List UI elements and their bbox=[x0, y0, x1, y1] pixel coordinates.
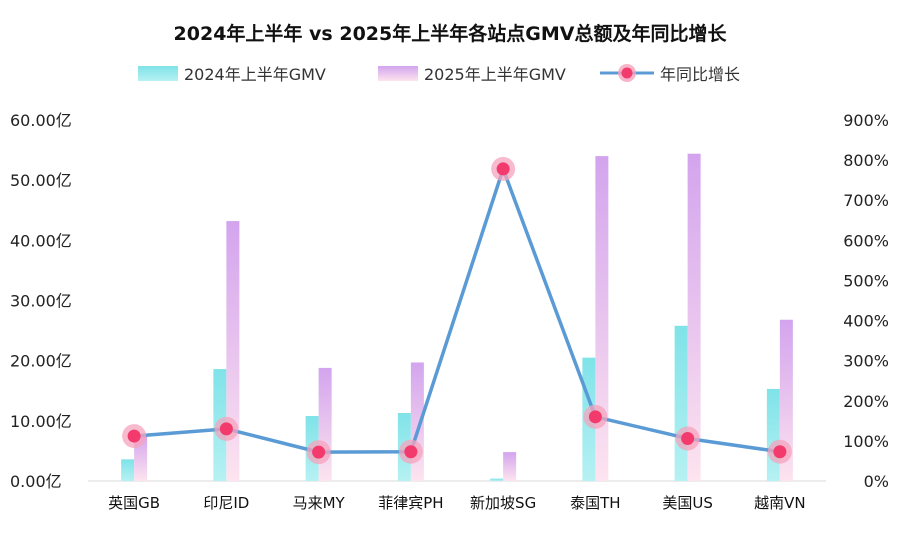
legend-label-2024: 2024年上半年GMV bbox=[184, 65, 326, 84]
bar-2025 bbox=[318, 367, 332, 481]
x-tick-label: 美国US bbox=[662, 494, 713, 512]
yoy-point bbox=[773, 445, 787, 459]
yoy-point bbox=[312, 445, 326, 459]
yoy-point bbox=[588, 410, 602, 424]
chart-title: 2024年上半年 vs 2025年上半年各站点GMV总额及年同比增长 bbox=[174, 22, 728, 45]
bar-2025 bbox=[687, 153, 701, 481]
legend-label-yoy: 年同比增长 bbox=[660, 65, 740, 84]
yoy-point bbox=[127, 429, 141, 443]
yoy-point bbox=[496, 162, 510, 176]
y-right-tick-label: 700% bbox=[843, 191, 889, 210]
legend-swatch-2025 bbox=[378, 66, 418, 81]
series-yoy-line bbox=[122, 156, 792, 465]
x-tick-label: 英国GB bbox=[108, 494, 160, 512]
yoy-point bbox=[681, 431, 695, 445]
y-right-tick-label: 800% bbox=[843, 151, 889, 170]
y-axis-left: 0.00亿 10.00亿 20.00亿 30.00亿 40.00亿 50.00亿 60.00… bbox=[10, 111, 72, 491]
y-right-tick-label: 200% bbox=[843, 392, 889, 411]
legend: 2024年上半年GMV 2025年上半年GMV 年同比增长 bbox=[138, 64, 740, 84]
y-left-tick-label: 40.00亿 bbox=[10, 231, 72, 250]
yoy-line bbox=[133, 167, 781, 454]
y-right-tick-label: 400% bbox=[843, 312, 889, 331]
y-left-tick-label: 60.00亿 bbox=[10, 111, 72, 130]
yoy-point bbox=[404, 445, 418, 459]
y-right-tick-label: 500% bbox=[843, 271, 889, 290]
y-right-tick-label: 900% bbox=[843, 111, 889, 130]
y-left-tick-label: 50.00亿 bbox=[10, 171, 72, 190]
y-right-tick-label: 600% bbox=[843, 231, 889, 250]
bar-2024 bbox=[490, 478, 504, 481]
y-axis-right: 0% 100% 200% 300% 400% 500% 600% 700% 800% 900% bbox=[843, 111, 889, 491]
x-tick-label: 越南VN bbox=[754, 494, 805, 512]
legend-label-2025: 2025年上半年GMV bbox=[424, 65, 566, 84]
bar-2024 bbox=[766, 388, 780, 481]
y-left-tick-label: 30.00亿 bbox=[10, 292, 72, 311]
bar-2025 bbox=[503, 452, 517, 481]
y-right-tick-label: 100% bbox=[843, 432, 889, 451]
bar-2025 bbox=[595, 156, 609, 481]
legend-swatch-2024 bbox=[138, 66, 178, 81]
yoy-point bbox=[219, 422, 233, 436]
y-left-tick-label: 0.00亿 bbox=[10, 472, 62, 491]
bar-2024 bbox=[121, 459, 135, 481]
legend-marker bbox=[621, 67, 633, 79]
x-tick-label: 泰国TH bbox=[570, 494, 620, 512]
y-left-tick-label: 10.00亿 bbox=[10, 412, 72, 431]
series-2025-bars bbox=[134, 153, 793, 481]
y-left-tick-label: 20.00亿 bbox=[10, 352, 72, 371]
y-right-tick-label: 0% bbox=[864, 472, 889, 491]
bar-2024 bbox=[674, 325, 688, 481]
x-tick-label: 新加坡SG bbox=[470, 494, 536, 512]
y-right-tick-label: 300% bbox=[843, 352, 889, 371]
x-axis-labels: 英国GB 印尼ID 马来MY 菲律宾PH 新加坡SG 泰国TH 美国US 越南VN bbox=[108, 494, 805, 512]
x-tick-label: 马来MY bbox=[293, 494, 346, 512]
series-2024-bars bbox=[121, 325, 780, 481]
x-tick-label: 菲律宾PH bbox=[378, 494, 443, 512]
bar-2025 bbox=[226, 221, 240, 481]
x-tick-label: 印尼ID bbox=[203, 494, 249, 512]
